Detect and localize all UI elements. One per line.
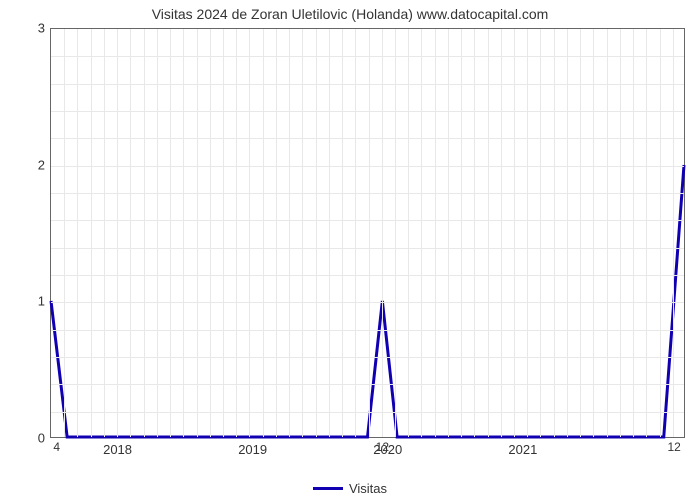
gridline-v	[64, 29, 65, 437]
gridline-v	[91, 29, 92, 437]
gridline-h	[51, 111, 684, 112]
gridline-v	[236, 29, 237, 437]
gridline-v	[223, 29, 224, 437]
gridline-v	[302, 29, 303, 437]
gridline-v	[633, 29, 634, 437]
xtick-label: 2018	[103, 442, 132, 457]
line-series	[51, 29, 684, 437]
gridline-v	[170, 29, 171, 437]
gridline-v	[263, 29, 264, 437]
gridline-h	[51, 384, 684, 385]
point-label: 12	[376, 440, 389, 454]
gridline-h	[51, 193, 684, 194]
ytick-label: 3	[5, 21, 45, 36]
gridline-v	[395, 29, 396, 437]
gridline-v	[448, 29, 449, 437]
gridline-v	[157, 29, 158, 437]
gridline-h	[51, 220, 684, 221]
gridline-h	[51, 166, 684, 167]
plot-area	[50, 28, 685, 438]
ytick-label: 2	[5, 157, 45, 172]
gridline-v	[210, 29, 211, 437]
gridline-v	[554, 29, 555, 437]
gridline-v	[646, 29, 647, 437]
gridline-v	[130, 29, 131, 437]
gridline-v	[540, 29, 541, 437]
gridline-v	[488, 29, 489, 437]
gridline-h	[51, 275, 684, 276]
gridline-v	[104, 29, 105, 437]
gridline-v	[527, 29, 528, 437]
gridline-v	[197, 29, 198, 437]
ytick-label: 0	[5, 431, 45, 446]
gridline-v	[673, 29, 674, 437]
gridline-h	[51, 357, 684, 358]
gridline-h	[51, 330, 684, 331]
gridline-v	[580, 29, 581, 437]
gridline-v	[289, 29, 290, 437]
gridline-v	[342, 29, 343, 437]
gridline-h	[51, 138, 684, 139]
gridline-v	[77, 29, 78, 437]
gridline-v	[144, 29, 145, 437]
xtick-label: 2019	[238, 442, 267, 457]
gridline-v	[276, 29, 277, 437]
gridline-v	[117, 29, 118, 437]
chart-container: { "chart": { "type": "line", "title": "V…	[0, 0, 700, 500]
point-label: 4	[53, 440, 60, 454]
gridline-v	[461, 29, 462, 437]
point-label: 12	[668, 440, 681, 454]
gridline-v	[183, 29, 184, 437]
gridline-v	[408, 29, 409, 437]
xtick-label: 2021	[508, 442, 537, 457]
gridline-v	[382, 29, 383, 437]
gridline-v	[607, 29, 608, 437]
gridline-v	[620, 29, 621, 437]
gridline-v	[567, 29, 568, 437]
legend: Visitas	[0, 480, 700, 496]
gridline-v	[329, 29, 330, 437]
gridline-h	[51, 302, 684, 303]
gridline-v	[593, 29, 594, 437]
gridline-v	[435, 29, 436, 437]
gridline-v	[514, 29, 515, 437]
chart-title: Visitas 2024 de Zoran Uletilovic (Holand…	[0, 6, 700, 22]
gridline-v	[355, 29, 356, 437]
gridline-h	[51, 248, 684, 249]
gridline-v	[316, 29, 317, 437]
gridline-v	[369, 29, 370, 437]
legend-label: Visitas	[349, 481, 387, 496]
gridline-v	[249, 29, 250, 437]
gridline-h	[51, 84, 684, 85]
ytick-label: 1	[5, 294, 45, 309]
legend-swatch	[313, 487, 343, 490]
gridline-h	[51, 412, 684, 413]
gridline-v	[501, 29, 502, 437]
gridline-v	[421, 29, 422, 437]
gridline-v	[660, 29, 661, 437]
gridline-h	[51, 56, 684, 57]
gridline-v	[474, 29, 475, 437]
